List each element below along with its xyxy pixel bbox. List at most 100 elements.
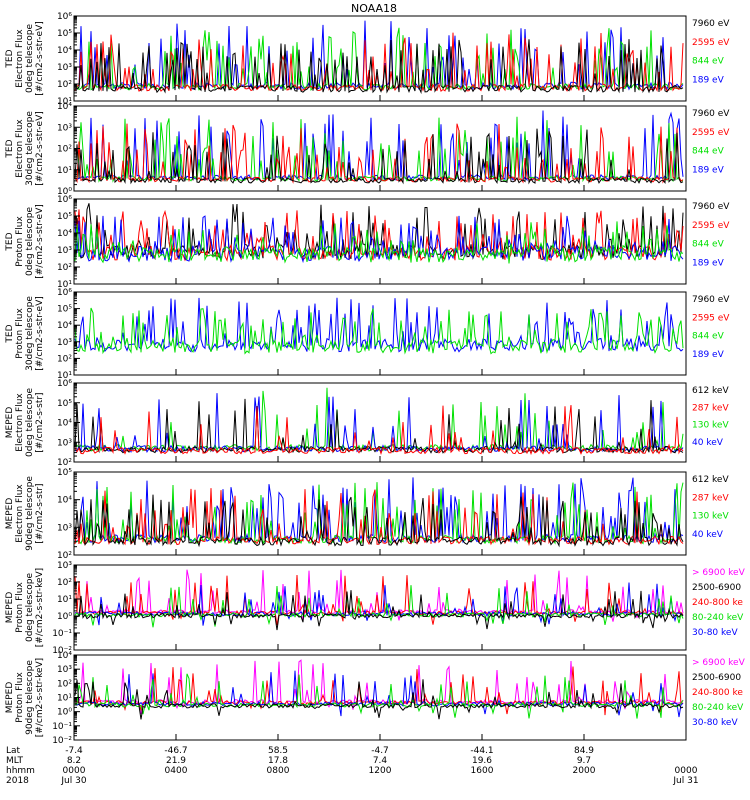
panel-7-traces bbox=[74, 569, 684, 631]
panel-7-ytick-label: 10⁻¹ bbox=[52, 629, 72, 639]
panel-5-ytick-label: 10² bbox=[57, 458, 72, 468]
panel-2-traces bbox=[74, 110, 684, 185]
panel-1-trace-black bbox=[74, 39, 684, 95]
panel-8: 10⁻² 10⁻¹ 10⁰ 10¹ 10² 10³ 10⁴ MEPED Proton Flux 9… bbox=[5, 651, 746, 746]
panel-8-ylabel-line: Proton Flux bbox=[15, 672, 25, 723]
panel-7-ylabel-line: [#/cm2-s-str-keV] bbox=[35, 568, 45, 647]
xaxis-row-label: MLT bbox=[6, 756, 24, 766]
panel-3-legend-item: 844 eV bbox=[692, 240, 725, 250]
panel-8-traces bbox=[74, 659, 684, 720]
panel-2: 10⁰ 10¹ 10² 10³ 10⁴ TED Electron Flux 30deg tel… bbox=[5, 102, 730, 197]
panel-6-trace-black bbox=[74, 494, 684, 548]
panel-2-legend-item: 189 eV bbox=[692, 165, 725, 175]
xaxis-cell: 84.9 bbox=[574, 746, 594, 756]
xaxis-row-label: hhmm bbox=[6, 766, 35, 776]
panel-7-legend-item: 240-800 ke bbox=[692, 598, 743, 608]
xaxis-cell: -4.7 bbox=[371, 746, 389, 756]
panel-8-legend-item: 2500-6900 bbox=[692, 673, 741, 683]
panel-8-ylabel-line: [#/cm2-s-str-keV] bbox=[35, 658, 45, 737]
panel-1-legend-item: 189 eV bbox=[692, 75, 725, 85]
panel-1-legend-item: 7960 eV bbox=[692, 19, 730, 29]
xaxis-row-label: Lat bbox=[6, 746, 21, 756]
xaxis-cell: 1200 bbox=[369, 766, 392, 776]
xaxis-cell: 1600 bbox=[471, 766, 494, 776]
panel-4-ytick-label: 10¹ bbox=[57, 371, 72, 381]
panel-4-ylabel-line: [#/cm2-s-str-eV] bbox=[35, 296, 45, 371]
panel-3-ytick-label: 10³ bbox=[57, 246, 72, 256]
panel-5-ylabel-line: MEPED bbox=[5, 407, 15, 439]
panel-1-ytick-label: 10² bbox=[57, 80, 72, 90]
panel-3-ylabel-line: Proton Flux bbox=[15, 216, 25, 267]
panel-7-ytick-label: 10³ bbox=[57, 561, 72, 571]
panel-1: 10¹ 10² 10³ 10⁴ 10⁵ 10⁶ TED Electron Flux 0deg t… bbox=[5, 12, 730, 107]
panel-6: 10² 10³ 10⁴ 10⁵ MEPED Electron Flux 90deg tele… bbox=[5, 468, 729, 561]
panel-4-ylabel-line: Proton Flux bbox=[15, 308, 25, 359]
panel-5-ytick-label: 10³ bbox=[57, 438, 72, 448]
xaxis-cell: 17.8 bbox=[268, 756, 288, 766]
panel-8-ytick-label: 10⁴ bbox=[57, 651, 72, 661]
xaxis-cell: Jul 31 bbox=[672, 776, 698, 786]
panel-8-legend-item: 240-800 ke bbox=[692, 688, 743, 698]
panel-5-ytick-label: 10⁵ bbox=[57, 399, 72, 409]
panel-5-legend-item: 287 keV bbox=[692, 403, 729, 413]
panel-1-ytick-label: 10⁵ bbox=[57, 29, 72, 39]
panel-2-ylabel-line: TED bbox=[5, 139, 15, 158]
panel-3-ylabel-line: TED bbox=[5, 232, 15, 251]
panel-1-ylabel-line: [#/cm2-s-str-eV] bbox=[35, 21, 45, 96]
panel-2-legend-item: 2595 eV bbox=[692, 128, 730, 138]
panel-1-ytick-label: 10⁶ bbox=[57, 12, 72, 22]
panel-4-legend-item: 7960 eV bbox=[692, 295, 730, 305]
panel-8-ylabel-line: 90deg telescope bbox=[25, 660, 35, 735]
panel-8-trace-blue bbox=[74, 670, 684, 718]
panel-4-ytick-label: 10⁴ bbox=[57, 321, 72, 331]
panel-1-ytick-label: 10¹ bbox=[57, 97, 72, 107]
xaxis-cell: 19.6 bbox=[472, 756, 492, 766]
panel-6-ytick-label: 10³ bbox=[57, 523, 72, 533]
panel-8-legend-item: 80-240 keV bbox=[692, 703, 744, 713]
panel-2-trace-red bbox=[74, 123, 684, 184]
panel-4-legend-item: 844 eV bbox=[692, 332, 725, 342]
panel-8-ytick-label: 10² bbox=[57, 679, 72, 689]
panel-1-ylabel-line: 0deg telescope bbox=[25, 24, 35, 94]
panel-1-traces bbox=[74, 20, 684, 95]
panel-3-trace-blue bbox=[74, 215, 684, 264]
panel-4-ytick-label: 10⁶ bbox=[57, 288, 72, 298]
panel-2-ytick-label: 10² bbox=[57, 145, 72, 155]
panel-1-ytick-label: 10⁴ bbox=[57, 46, 72, 56]
panel-2-trace-black bbox=[74, 128, 684, 185]
panel-2-ytick-label: 10⁰ bbox=[57, 187, 72, 197]
xaxis-cell: -46.7 bbox=[164, 746, 187, 756]
panel-6-legend-item: 40 keV bbox=[692, 530, 724, 540]
panel-7-ylabel-line: MEPED bbox=[5, 592, 15, 624]
panel-1-legend-item: 2595 eV bbox=[692, 38, 730, 48]
xaxis-cell: 0400 bbox=[165, 766, 188, 776]
panel-8-ylabel-line: MEPED bbox=[5, 682, 15, 714]
panel-2-ytick-label: 10³ bbox=[57, 123, 72, 133]
panel-3-ylabel-line: 0deg telescope bbox=[25, 207, 35, 277]
panel-3-ytick-label: 10⁴ bbox=[57, 229, 72, 239]
panel-8-trace-red bbox=[74, 666, 684, 716]
panel-2-ylabel-line: Electron Flux bbox=[15, 119, 25, 178]
xaxis-cell: 9.7 bbox=[577, 756, 591, 766]
panel-6-legend-item: 287 keV bbox=[692, 493, 729, 503]
panel-3-ytick-label: 10⁶ bbox=[57, 195, 72, 205]
panel-2-ylabel-line: [#/cm2-s-str-eV] bbox=[35, 111, 45, 186]
panel-8-ytick-label: 10⁻² bbox=[52, 736, 72, 746]
panel-2-trace-green bbox=[74, 116, 683, 183]
xaxis-cell: 21.9 bbox=[166, 756, 186, 766]
panel-4-ylabel-line: 30deg telescope bbox=[25, 296, 35, 371]
panel-6-ylabel-line: Electron Flux bbox=[15, 484, 25, 543]
panel-8-trace-green bbox=[74, 673, 684, 719]
panel-1-ytick-label: 10³ bbox=[57, 63, 72, 73]
panel-5-trace-red bbox=[74, 405, 684, 456]
panel-1-ylabel-line: Electron Flux bbox=[15, 29, 25, 88]
panel-7-ytick-label: 10⁰ bbox=[57, 612, 72, 622]
panel-3-legend-item: 2595 eV bbox=[692, 221, 730, 231]
xaxis-cell: 8.2 bbox=[67, 756, 81, 766]
panel-1-legend-item: 844 eV bbox=[692, 57, 725, 67]
panel-7-legend-item: 80-240 keV bbox=[692, 613, 744, 623]
panel-3-ytick-label: 10² bbox=[57, 263, 72, 273]
panel-7: 10⁻² 10⁻¹ 10⁰ 10¹ 10² 10³ MEPED Proton Flux 0deg… bbox=[5, 561, 746, 656]
panel-4-ytick-label: 10⁵ bbox=[57, 305, 72, 315]
